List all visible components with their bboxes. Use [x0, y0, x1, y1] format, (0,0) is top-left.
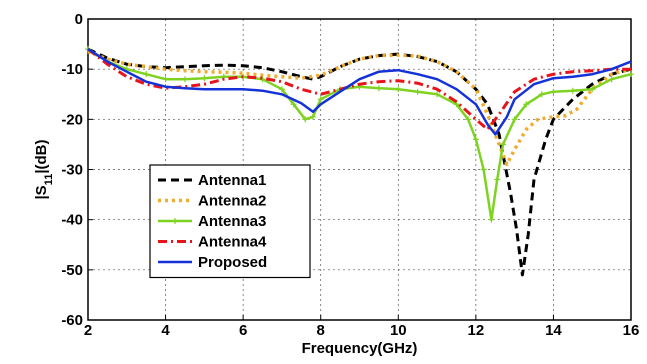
y-axis-label: |S11|(dB) — [33, 139, 55, 199]
y-tick-label: -60 — [61, 312, 83, 329]
x-tick-label: 16 — [623, 322, 640, 339]
series-marker-antenna3 — [162, 76, 169, 83]
series-marker-antenna3 — [434, 91, 441, 98]
legend-label-proposed: Proposed — [198, 254, 267, 271]
y-tick-label: 0 — [75, 11, 83, 28]
x-tick-label: 2 — [84, 322, 92, 339]
series-marker-antenna3 — [523, 101, 530, 108]
series-marker-antenna3 — [538, 91, 545, 98]
x-tick-label: 10 — [390, 322, 407, 339]
series-marker-antenna3 — [589, 86, 596, 93]
x-tick-label: 6 — [239, 322, 247, 339]
series-line-antenna2 — [87, 49, 632, 167]
x-tick-label: 4 — [161, 322, 170, 339]
axis-ticks: 2 4 6 8 10 12 14 16 0 -10 -20 -30 -40 -50 -60 — [61, 11, 639, 339]
series-marker-antenna3 — [453, 101, 460, 108]
legend-marker — [172, 218, 178, 224]
series-marker-antenna3 — [488, 216, 495, 223]
series-marker-antenna3 — [414, 88, 421, 95]
series-marker-antenna3 — [317, 96, 324, 103]
x-tick-label: 12 — [468, 322, 485, 339]
series-marker-antenna3 — [309, 113, 316, 120]
legend-label-antenna3: Antenna3 — [198, 213, 266, 230]
series-marker-antenna3 — [494, 176, 501, 183]
series-line-antenna3 — [87, 48, 632, 221]
x-tick-label: 8 — [317, 322, 325, 339]
legend-label-antenna1: Antenna1 — [198, 172, 266, 189]
series-marker-antenna3 — [201, 75, 208, 82]
y-tick-label: -40 — [61, 212, 83, 229]
series-marker-antenna3 — [480, 166, 487, 173]
series-marker-antenna3 — [395, 86, 402, 93]
legend-label-antenna4: Antenna4 — [198, 234, 267, 251]
series-marker-antenna3 — [143, 71, 150, 78]
series-marker-antenna3 — [472, 136, 479, 143]
series-marker-antenna3 — [278, 86, 285, 93]
series-marker-antenna3 — [628, 71, 634, 78]
x-tick-label: 14 — [545, 322, 562, 339]
series-marker-antenna3 — [569, 87, 576, 94]
y-tick-label: -30 — [61, 162, 83, 179]
legend-label-antenna2: Antenna2 — [198, 193, 266, 210]
series-marker-antenna3 — [500, 141, 507, 148]
series-marker-antenna3 — [302, 116, 309, 123]
series-marker-antenna3 — [181, 76, 188, 83]
series-lines — [85, 46, 634, 277]
y-tick-label: -10 — [61, 61, 83, 78]
y-tick-label: -20 — [61, 111, 83, 128]
series-marker-antenna3 — [290, 101, 297, 108]
series-marker-antenna3 — [550, 88, 557, 95]
series-line-proposed — [87, 48, 632, 136]
x-axis-label: Frequency(GHz) — [302, 340, 418, 357]
series-marker-antenna3 — [375, 85, 382, 92]
series-marker-antenna3 — [511, 116, 518, 123]
legend: Antenna1 Antenna2 Antenna3 Antenna4 Proposed — [149, 164, 311, 279]
series-marker-antenna3 — [465, 116, 472, 123]
series-marker-antenna3 — [608, 76, 615, 83]
y-tick-label: -50 — [61, 262, 83, 279]
